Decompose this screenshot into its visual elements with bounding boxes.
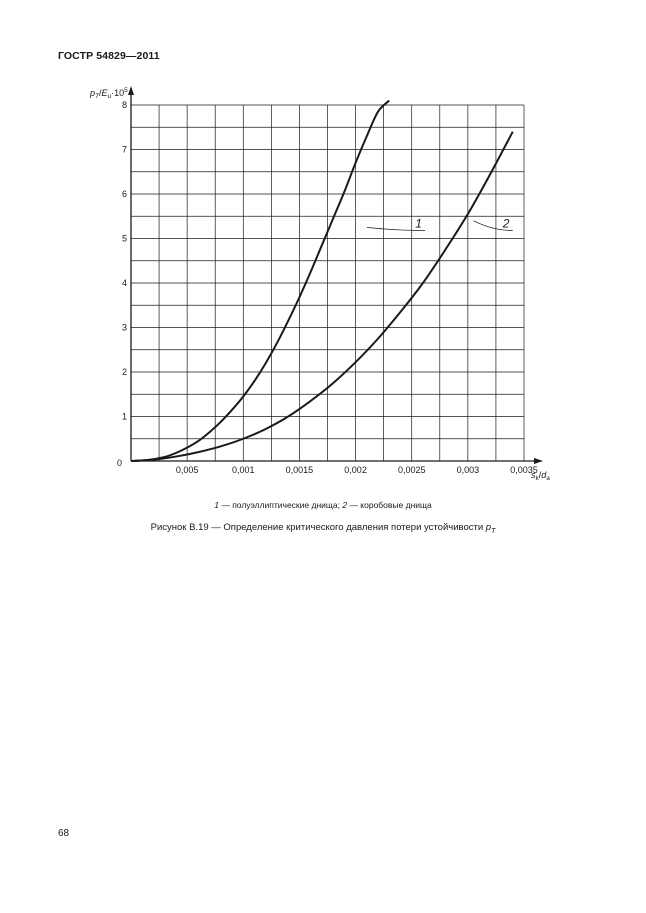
- page-number: 68: [58, 828, 70, 839]
- caption-symbol: p: [485, 522, 492, 533]
- y-tick-label: 3: [122, 323, 127, 333]
- series-1-leader: [366, 226, 426, 231]
- y-tick-label: 6: [122, 189, 127, 199]
- x-tick-label: 0,005: [176, 465, 199, 475]
- y-axis-arrow-icon: [128, 86, 134, 95]
- axes: [128, 86, 543, 464]
- series-1-curve: [130, 99, 390, 462]
- y-tick-label: 1: [122, 412, 127, 422]
- series-2-label: 2: [502, 216, 510, 230]
- y-tick-label: 7: [122, 145, 127, 155]
- grid: [130, 104, 525, 462]
- y-tick-label: 4: [122, 278, 127, 288]
- x-axis-arrow-icon: [534, 458, 543, 464]
- series-1-label: 1: [415, 216, 422, 230]
- caption-text: Рисунок В.19 — Определение критического …: [150, 522, 486, 533]
- legend-text-2: — коробовые днища: [347, 500, 432, 510]
- y-tick-label: 5: [122, 234, 127, 244]
- document-header: ГОСТР 54829—2011: [58, 50, 160, 62]
- x-tick-label: 0,0035: [510, 465, 538, 475]
- x-tick-label: 0,003: [457, 465, 480, 475]
- legend-number-1: 1: [214, 500, 219, 510]
- origin-label: 0: [117, 458, 122, 468]
- y-tick-label: 2: [122, 367, 127, 377]
- y-tick-label: 8: [122, 100, 127, 110]
- series-2-leader: [473, 220, 513, 231]
- x-tick-label: 0,0015: [286, 465, 314, 475]
- legend-text-1: — полуэллиптические днища;: [218, 500, 343, 510]
- caption-subscript: T: [491, 527, 496, 535]
- x-axis-label: sk/da: [531, 470, 550, 482]
- y-axis-label: pT/Eu·105: [89, 87, 128, 100]
- legend-number-2: 2: [342, 500, 348, 510]
- x-tick-label: 0,001: [232, 465, 255, 475]
- series-2-curve: [130, 131, 514, 462]
- x-tick-label: 0,0025: [398, 465, 426, 475]
- figure-legend: 1 — полуэллиптические днища; 2 — коробов…: [0, 500, 646, 510]
- x-tick-label: 0,002: [344, 465, 367, 475]
- figure-caption: Рисунок В.19 — Определение критического …: [0, 522, 646, 535]
